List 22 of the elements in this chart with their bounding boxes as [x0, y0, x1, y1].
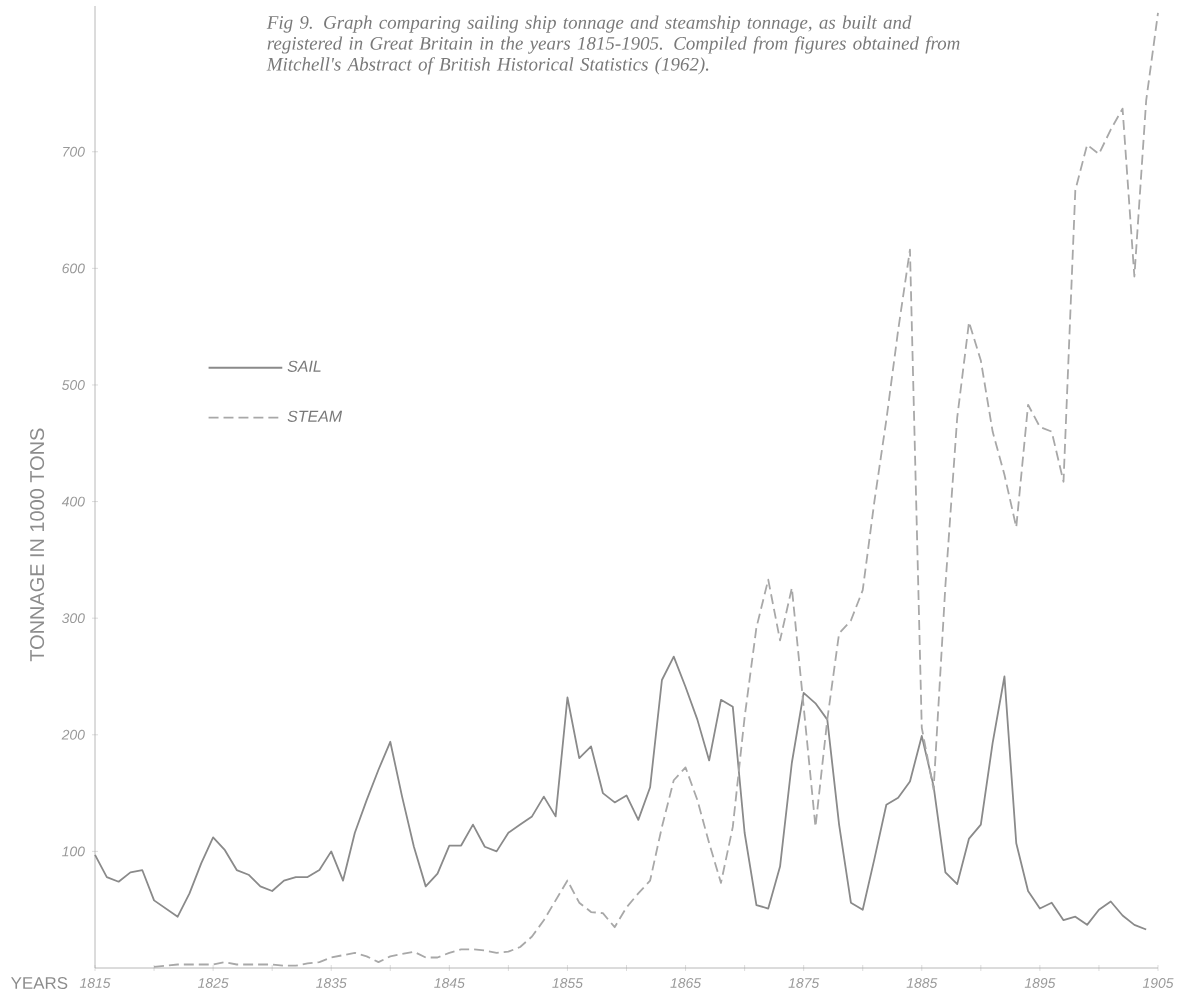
text: Fig 9. Graph comparing sailing ship tonnage and steamship tonnage, as built and registered in Great Britain in the years 1815-1905. Compiled from figures obtained from Mitchell's Abstract of British Historical Statistics (1962). — [266, 15, 960, 75]
x-tick-label: 1895 — [1024, 978, 1056, 988]
y-tick-label: 300 — [62, 613, 85, 624]
x-tick-label: 1855 — [552, 978, 583, 988]
y-tick-label: 200 — [61, 729, 85, 740]
y-axis-title: TONNAGE IN 1000 TONS — [30, 428, 45, 662]
x-tick-label: 1875 — [788, 978, 820, 988]
x-tick-label: 1815 — [79, 978, 111, 988]
x-tick-label: 1835 — [316, 978, 347, 988]
x-tick-label: 1865 — [670, 978, 702, 988]
y-tick-label: 500 — [62, 380, 85, 390]
y-tick-label: 100 — [62, 846, 85, 857]
x-tick-label: 1825 — [197, 978, 229, 988]
x-tick-label: 1905 — [1142, 978, 1174, 988]
legend-label: SAIL — [287, 360, 321, 372]
y-tick-label: 700 — [63, 146, 85, 157]
legend-label: STEAM — [287, 410, 343, 422]
y-tick-label: 600 — [62, 263, 85, 274]
x-axis-title: YEARS — [10, 977, 68, 990]
x-tick-label: 1885 — [906, 978, 938, 988]
y-tick-label: 400 — [61, 496, 85, 507]
x-tick-label: 1845 — [434, 978, 465, 988]
